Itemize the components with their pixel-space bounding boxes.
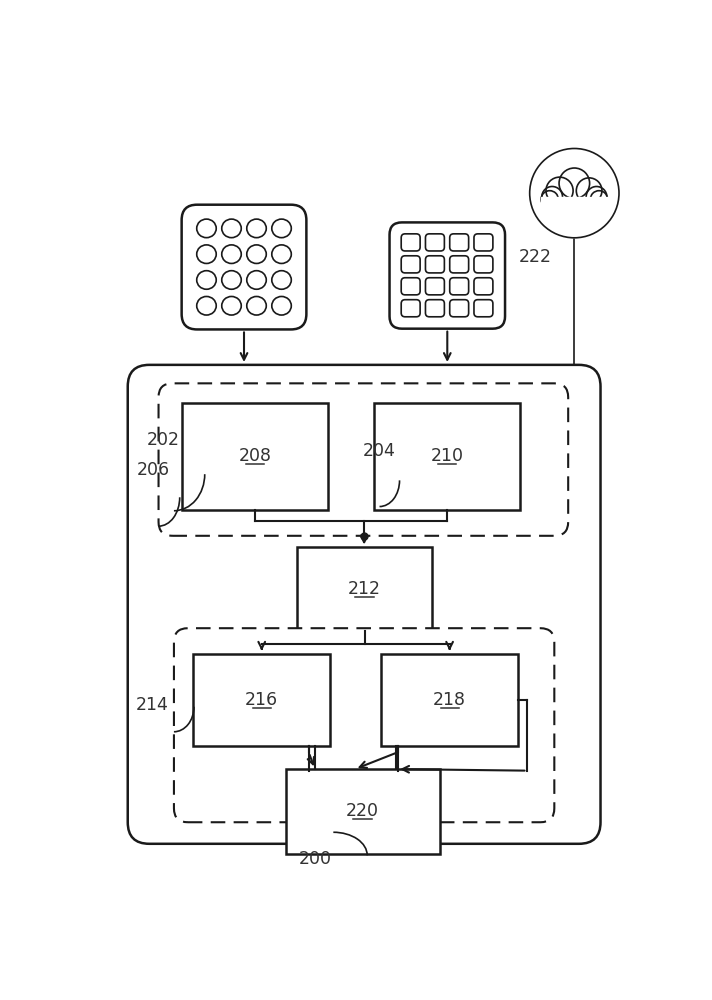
Text: 222: 222 [519, 248, 552, 266]
FancyBboxPatch shape [182, 205, 306, 329]
FancyBboxPatch shape [401, 256, 420, 273]
FancyBboxPatch shape [174, 628, 555, 822]
Circle shape [530, 148, 619, 238]
FancyBboxPatch shape [474, 256, 493, 273]
FancyBboxPatch shape [426, 234, 444, 251]
FancyBboxPatch shape [426, 300, 444, 317]
FancyBboxPatch shape [474, 300, 493, 317]
Circle shape [546, 177, 573, 204]
Circle shape [541, 191, 558, 208]
Bar [182, 403, 328, 510]
Bar [286, 769, 439, 854]
Circle shape [576, 178, 602, 203]
Text: 208: 208 [239, 447, 271, 465]
FancyBboxPatch shape [450, 256, 468, 273]
FancyBboxPatch shape [401, 300, 420, 317]
FancyBboxPatch shape [450, 278, 468, 295]
Circle shape [586, 186, 607, 207]
Bar [297, 547, 432, 631]
FancyBboxPatch shape [426, 256, 444, 273]
FancyBboxPatch shape [127, 365, 600, 844]
FancyBboxPatch shape [474, 278, 493, 295]
Circle shape [542, 186, 562, 207]
Text: 216: 216 [245, 691, 278, 709]
Text: 212: 212 [348, 580, 381, 598]
Text: 214: 214 [135, 696, 168, 714]
FancyBboxPatch shape [474, 234, 493, 251]
Text: 202: 202 [147, 431, 180, 449]
Bar [193, 654, 330, 746]
FancyBboxPatch shape [401, 234, 420, 251]
Circle shape [590, 191, 607, 208]
Text: 206: 206 [137, 461, 170, 479]
FancyBboxPatch shape [450, 300, 468, 317]
FancyBboxPatch shape [159, 383, 568, 536]
Bar [381, 654, 518, 746]
FancyBboxPatch shape [450, 234, 468, 251]
Text: 218: 218 [433, 691, 466, 709]
FancyBboxPatch shape [426, 278, 444, 295]
Text: 200: 200 [298, 850, 332, 868]
FancyBboxPatch shape [401, 278, 420, 295]
Bar [374, 403, 520, 510]
Bar [541, 197, 607, 209]
Text: 210: 210 [431, 447, 464, 465]
FancyBboxPatch shape [389, 222, 505, 329]
Text: 204: 204 [362, 442, 395, 460]
Circle shape [559, 168, 590, 199]
Text: 220: 220 [346, 802, 379, 820]
